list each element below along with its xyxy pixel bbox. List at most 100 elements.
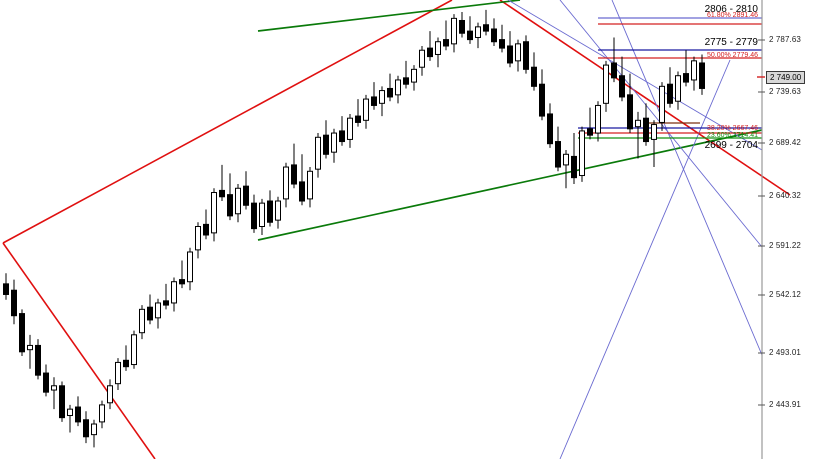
candle bbox=[395, 75, 401, 104]
candle bbox=[675, 71, 681, 110]
candles-layer bbox=[3, 9, 705, 448]
trendline-blue-rising bbox=[559, 59, 731, 459]
price-axis-label: 2 689.42 bbox=[769, 138, 801, 147]
trendline-blue-fan-3 bbox=[611, 0, 763, 356]
candle bbox=[539, 69, 545, 121]
candle bbox=[467, 16, 473, 44]
candle bbox=[307, 167, 313, 208]
candle bbox=[35, 339, 41, 380]
candle bbox=[523, 35, 529, 74]
candle bbox=[171, 277, 177, 312]
candle bbox=[403, 60, 409, 89]
price-zone-label: 2699 - 2704 bbox=[704, 140, 758, 151]
candle bbox=[339, 116, 345, 146]
candle bbox=[515, 39, 521, 72]
candle bbox=[475, 22, 481, 49]
price-axis-label: 2 493.01 bbox=[769, 348, 801, 357]
candle bbox=[619, 56, 625, 102]
candle bbox=[659, 82, 665, 131]
price-zone-label: 2806 - 2810 bbox=[704, 4, 758, 15]
candle bbox=[571, 133, 577, 185]
candle bbox=[259, 198, 265, 235]
candle bbox=[683, 50, 689, 87]
candle bbox=[315, 133, 321, 178]
candle bbox=[347, 113, 353, 148]
candle bbox=[219, 164, 225, 202]
fibonacci-level-label: 38.20% 2667.46 bbox=[707, 125, 758, 132]
candle bbox=[91, 419, 97, 448]
candle bbox=[131, 330, 137, 369]
candle bbox=[531, 52, 537, 91]
candle bbox=[435, 37, 441, 68]
candle bbox=[291, 143, 297, 189]
candle bbox=[59, 381, 65, 422]
candle bbox=[331, 128, 337, 163]
candle bbox=[187, 247, 193, 291]
candle bbox=[27, 334, 33, 369]
candle bbox=[627, 73, 633, 134]
candle bbox=[491, 18, 497, 46]
candle bbox=[411, 65, 417, 91]
candle bbox=[555, 126, 561, 172]
candle bbox=[267, 190, 273, 227]
candle bbox=[379, 86, 385, 117]
candle bbox=[667, 67, 673, 108]
candle bbox=[43, 364, 49, 397]
price-axis-label: 2 443.91 bbox=[769, 400, 801, 409]
candle bbox=[323, 120, 329, 159]
candle bbox=[363, 94, 369, 129]
candle bbox=[83, 411, 89, 444]
candle bbox=[691, 56, 697, 91]
candle bbox=[163, 283, 169, 310]
candle bbox=[99, 400, 105, 429]
candle bbox=[67, 404, 73, 433]
candle bbox=[419, 45, 425, 76]
candle bbox=[147, 294, 153, 325]
fibonacci-level-label: 50.00% 2779.46 bbox=[707, 52, 758, 59]
candle bbox=[427, 31, 433, 61]
candle bbox=[387, 73, 393, 102]
candle bbox=[107, 379, 113, 410]
candle bbox=[563, 150, 569, 189]
candle bbox=[483, 9, 489, 36]
candle bbox=[643, 103, 649, 146]
candle bbox=[451, 14, 457, 53]
candle bbox=[51, 377, 57, 410]
candle bbox=[235, 184, 241, 223]
candle bbox=[595, 101, 601, 142]
candle bbox=[443, 20, 449, 51]
candle bbox=[547, 103, 553, 148]
trendline-red-descending bbox=[499, 0, 791, 196]
candle bbox=[19, 309, 25, 357]
candle bbox=[179, 260, 185, 289]
candle bbox=[283, 162, 289, 208]
candle bbox=[299, 154, 305, 206]
candle bbox=[507, 31, 513, 68]
candle bbox=[603, 60, 609, 112]
candle bbox=[251, 194, 257, 233]
price-axis-layer bbox=[757, 0, 765, 459]
candle bbox=[211, 188, 217, 242]
price-axis-label: 2 542.12 bbox=[769, 290, 801, 299]
candle bbox=[587, 107, 593, 140]
trendlines-layer bbox=[2, 0, 791, 459]
candle bbox=[203, 209, 209, 240]
candle bbox=[635, 111, 641, 159]
candle bbox=[123, 345, 129, 371]
candle bbox=[699, 54, 705, 95]
candle bbox=[275, 196, 281, 229]
fibonacci-level-label: 23.60% 2714.41 bbox=[707, 132, 758, 139]
trendline-green-upper bbox=[257, 0, 521, 32]
candle bbox=[139, 305, 145, 340]
current-price-tag: 2 749.00 bbox=[766, 71, 806, 84]
candle bbox=[195, 222, 201, 259]
candle bbox=[651, 120, 657, 168]
candle bbox=[499, 24, 505, 53]
trendline-blue-fan-1 bbox=[507, 0, 763, 151]
price-axis-label: 2 739.63 bbox=[769, 87, 801, 96]
candle bbox=[227, 173, 233, 221]
horizontal-lines-layer bbox=[578, 17, 762, 139]
candle bbox=[155, 298, 161, 329]
